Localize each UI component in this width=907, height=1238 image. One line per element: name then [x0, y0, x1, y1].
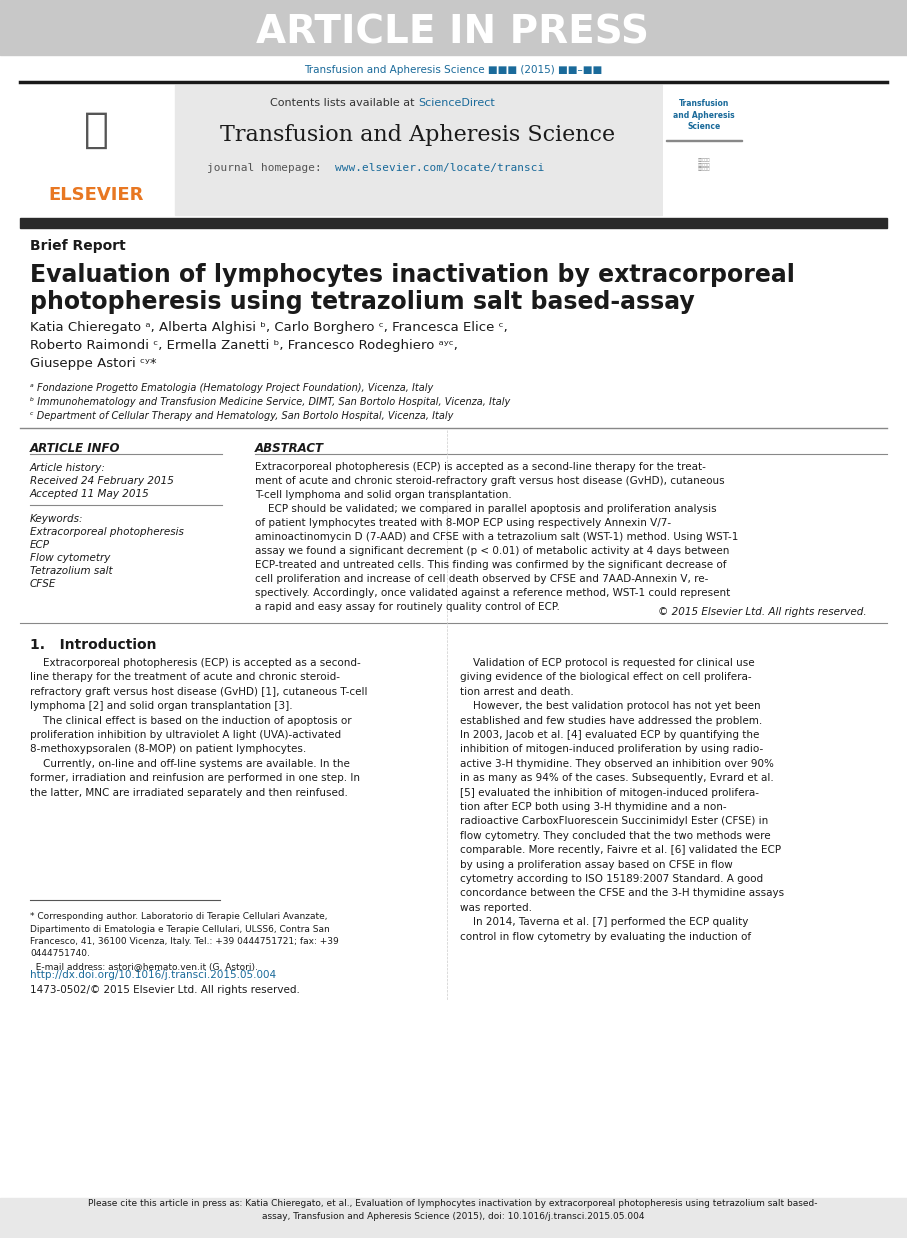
Bar: [0, 1198, 907, 1238]
Bar: [20, 85, 173, 215]
Text: 1.   Introduction: 1. Introduction: [30, 638, 157, 652]
Text: CFSE: CFSE: [30, 579, 56, 589]
Text: Please cite this article in press as: Katia Chieregato, et al., Evaluation of ly: Please cite this article in press as: Ka…: [88, 1200, 818, 1221]
Text: photopheresis using tetrazolium salt based-assay: photopheresis using tetrazolium salt bas…: [30, 290, 695, 314]
Text: Giuseppe Astori ᶜʸ*: Giuseppe Astori ᶜʸ*: [30, 358, 157, 370]
Text: * Corresponding author. Laboratorio di Terapie Cellulari Avanzate,
Dipartimento : * Corresponding author. Laboratorio di T…: [30, 912, 338, 971]
Text: Tetrazolium salt: Tetrazolium salt: [30, 566, 112, 576]
Bar: [175, 85, 662, 215]
Text: Article history:: Article history:: [30, 463, 106, 473]
Text: ELSEVIER: ELSEVIER: [48, 186, 143, 204]
Text: Katia Chieregato ᵃ, Alberta Alghisi ᵇ, Carlo Borghero ᶜ, Francesca Elice ᶜ,: Katia Chieregato ᵃ, Alberta Alghisi ᵇ, C…: [30, 322, 508, 334]
Text: 1473-0502/© 2015 Elsevier Ltd. All rights reserved.: 1473-0502/© 2015 Elsevier Ltd. All right…: [30, 985, 300, 995]
Text: ⬜⬜⬜⬜⬜
⬜⬜⬜⬜⬜
⬜⬜⬜⬜⬜: ⬜⬜⬜⬜⬜ ⬜⬜⬜⬜⬜ ⬜⬜⬜⬜⬜: [697, 158, 710, 172]
Text: Accepted 11 May 2015: Accepted 11 May 2015: [30, 489, 150, 499]
Text: ARTICLE IN PRESS: ARTICLE IN PRESS: [257, 14, 649, 51]
Bar: [20, 218, 887, 228]
Text: http://dx.doi.org/10.1016/j.transci.2015.05.004: http://dx.doi.org/10.1016/j.transci.2015…: [30, 971, 276, 980]
Text: ABSTRACT: ABSTRACT: [255, 442, 324, 454]
Text: Transfusion
and Apheresis
Science: Transfusion and Apheresis Science: [673, 99, 735, 131]
Text: ScienceDirect: ScienceDirect: [418, 98, 494, 108]
Text: www.elsevier.com/locate/transci: www.elsevier.com/locate/transci: [335, 163, 544, 173]
Text: Flow cytometry: Flow cytometry: [30, 553, 111, 563]
Text: Extracorporeal photopheresis (ECP) is accepted as a second-
line therapy for the: Extracorporeal photopheresis (ECP) is ac…: [30, 659, 367, 797]
Text: ᶜ Department of Cellular Therapy and Hematology, San Bortolo Hospital, Vicenza, : ᶜ Department of Cellular Therapy and Hem…: [30, 411, 453, 421]
Text: 🌳: 🌳: [83, 109, 109, 151]
Text: Transfusion and Apheresis Science ■■■ (2015) ■■–■■: Transfusion and Apheresis Science ■■■ (2…: [304, 66, 602, 76]
Text: ARTICLE INFO: ARTICLE INFO: [30, 442, 121, 454]
Text: Evaluation of lymphocytes inactivation by extracorporeal: Evaluation of lymphocytes inactivation b…: [30, 262, 795, 287]
Text: Validation of ECP protocol is requested for clinical use
giving evidence of the : Validation of ECP protocol is requested …: [460, 659, 785, 942]
Text: Extracorporeal photopheresis: Extracorporeal photopheresis: [30, 527, 184, 537]
Text: ᵃ Fondazione Progetto Ematologia (Hematology Project Foundation), Vicenza, Italy: ᵃ Fondazione Progetto Ematologia (Hemato…: [30, 383, 434, 392]
Text: Keywords:: Keywords:: [30, 514, 83, 524]
Text: Roberto Raimondi ᶜ, Ermella Zanetti ᵇ, Francesco Rodeghiero ᵃʸᶜ,: Roberto Raimondi ᶜ, Ermella Zanetti ᵇ, F…: [30, 339, 458, 353]
Text: ECP: ECP: [30, 540, 50, 550]
Text: © 2015 Elsevier Ltd. All rights reserved.: © 2015 Elsevier Ltd. All rights reserved…: [658, 607, 867, 617]
Text: journal homepage:: journal homepage:: [207, 163, 335, 173]
Text: Contents lists available at: Contents lists available at: [270, 98, 418, 108]
Text: Brief Report: Brief Report: [30, 239, 126, 253]
Text: Received 24 February 2015: Received 24 February 2015: [30, 475, 174, 487]
Bar: [0, 0, 907, 54]
Text: Transfusion and Apheresis Science: Transfusion and Apheresis Science: [220, 124, 616, 146]
Text: Extracorporeal photopheresis (ECP) is accepted as a second-line therapy for the : Extracorporeal photopheresis (ECP) is ac…: [255, 462, 738, 612]
Bar: [664, 85, 744, 215]
Text: ᵇ Immunohematology and Transfusion Medicine Service, DIMT, San Bortolo Hospital,: ᵇ Immunohematology and Transfusion Medic…: [30, 397, 511, 407]
Bar: [666, 87, 742, 213]
